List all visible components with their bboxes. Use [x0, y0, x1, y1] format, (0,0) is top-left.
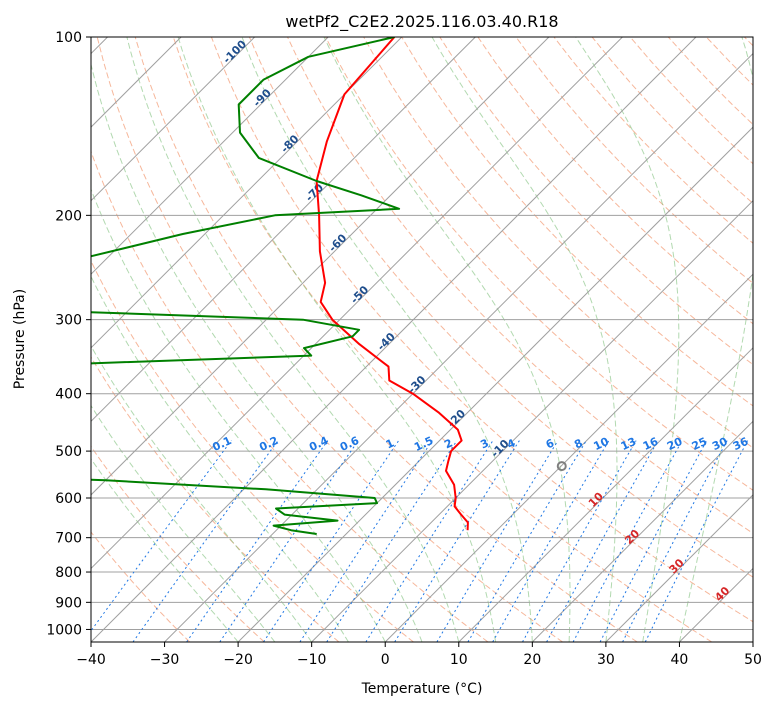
mixing-ratio-line	[91, 440, 232, 632]
y-tick-label: 700	[55, 531, 82, 547]
dewpoint-profile-line	[91, 37, 401, 535]
isotherm-line	[91, 37, 329, 275]
mixing-ratio-line	[599, 440, 708, 642]
dry-adiabat	[91, 445, 265, 642]
mixing-ratio-line	[132, 440, 279, 642]
dry-adiabat	[91, 150, 489, 642]
y-tick-label: 900	[55, 595, 82, 611]
x-tick-label: 50	[744, 652, 762, 668]
y-tick-label: 1000	[46, 622, 82, 638]
moist-adiabat	[177, 37, 497, 642]
isotherm-line	[384, 273, 753, 642]
x-tick-label: −10	[297, 652, 327, 668]
isotherm-line	[91, 37, 256, 202]
mixing-ratio-line	[326, 440, 458, 642]
temperature-profile-line	[315, 37, 469, 531]
isotherm-line	[91, 37, 697, 642]
mixing-ratio-label: 16	[641, 435, 661, 453]
moist-adiabat	[91, 457, 239, 642]
dry-adiabat	[210, 37, 753, 623]
mixing-ratio-line	[436, 440, 559, 642]
isotherm-line	[458, 347, 753, 642]
mixing-ratio-label: 25	[690, 435, 709, 453]
isotherm-line	[91, 37, 403, 349]
y-tick-label: 100	[55, 30, 82, 46]
plot-frame	[90, 36, 754, 643]
x-tick-label: −20	[223, 652, 253, 668]
dry-adiabat	[515, 37, 753, 284]
moist-adiabats	[91, 37, 753, 642]
mixing-ratio-label: 13	[619, 435, 638, 453]
dry-adiabats	[91, 37, 753, 642]
y-axis: 100 200 300 400 500 600 700 800 900 1000	[46, 30, 91, 638]
dry-adiabat	[248, 37, 753, 578]
x-tick-label: 30	[597, 652, 615, 668]
x-tick-label: 40	[671, 652, 689, 668]
moist-adiabat	[241, 37, 533, 642]
x-axis: −40 −30 −20 −10 0 10 20 30 40 50	[76, 642, 762, 668]
mixing-ratio-line	[546, 440, 659, 642]
y-axis-title: Pressure (hPa)	[12, 289, 28, 389]
moist-adiabat	[91, 62, 423, 642]
lcl-marker	[556, 461, 567, 472]
moist-adiabat	[431, 37, 618, 642]
mixing-ratio-line	[299, 440, 433, 642]
mixing-ratio-label: 30	[710, 435, 730, 453]
isobar-gridlines	[91, 37, 753, 630]
moist-adiabat	[323, 37, 571, 642]
isotherm-line	[91, 37, 476, 423]
moist-adiabat	[91, 404, 276, 642]
x-tick-label: 20	[523, 652, 541, 668]
mixing-ratio-line	[644, 440, 749, 642]
mixing-ratio-line	[365, 440, 494, 642]
mixing-ratio-line	[622, 440, 728, 642]
x-tick-label: 10	[450, 652, 468, 668]
dry-adiabat	[439, 37, 753, 366]
dry-adiabat	[287, 37, 753, 534]
isotherm-line	[164, 52, 753, 642]
chart-title: wetPf2_C2E2.2025.116.03.40.R18	[285, 12, 558, 32]
moist-adiabat	[91, 345, 313, 642]
isotherm-line	[311, 199, 753, 642]
mixing-ratio-line	[394, 440, 520, 642]
lcl-circle	[556, 461, 567, 472]
mixing-ratio-lines	[91, 440, 749, 642]
y-tick-label: 200	[55, 208, 82, 224]
y-tick-label: 500	[55, 444, 82, 460]
y-tick-label: 400	[55, 387, 82, 403]
isotherm-line	[531, 420, 753, 642]
isotherm-line	[91, 37, 550, 496]
plot-area: -100-90-80-70-60-50-40-30-20-10 0.1 0.2 0.…	[91, 37, 753, 642]
moist-adiabat	[126, 37, 460, 642]
x-tick-label: −30	[150, 652, 180, 668]
mixing-ratio-line	[263, 440, 400, 642]
y-tick-label: 800	[55, 565, 82, 581]
dry-adiabat	[91, 531, 191, 642]
mixing-ratio-label: 20	[665, 435, 685, 453]
isotherm-line	[91, 37, 623, 570]
y-tick-label: 300	[55, 313, 82, 329]
mixing-ratio-line	[572, 440, 683, 642]
isotherm-line	[605, 494, 753, 642]
moist-adiabat	[678, 37, 753, 642]
isotherm-gridlines	[91, 37, 753, 642]
dry-adiabat	[96, 37, 563, 642]
moist-adiabat	[575, 37, 680, 642]
x-tick-label: 0	[381, 652, 390, 668]
mixing-ratio-label: 10	[592, 435, 612, 453]
mixing-ratio-label: 36	[731, 435, 751, 453]
dry-adiabat	[401, 37, 753, 407]
moist-adiabat	[91, 188, 386, 642]
dry-adiabat	[134, 37, 638, 642]
profile-series	[91, 37, 469, 535]
x-axis-title: Temperature (°C)	[361, 681, 483, 697]
x-tick-label: −40	[76, 652, 106, 668]
y-tick-label: 600	[55, 491, 82, 507]
isotherm-line	[237, 126, 753, 642]
